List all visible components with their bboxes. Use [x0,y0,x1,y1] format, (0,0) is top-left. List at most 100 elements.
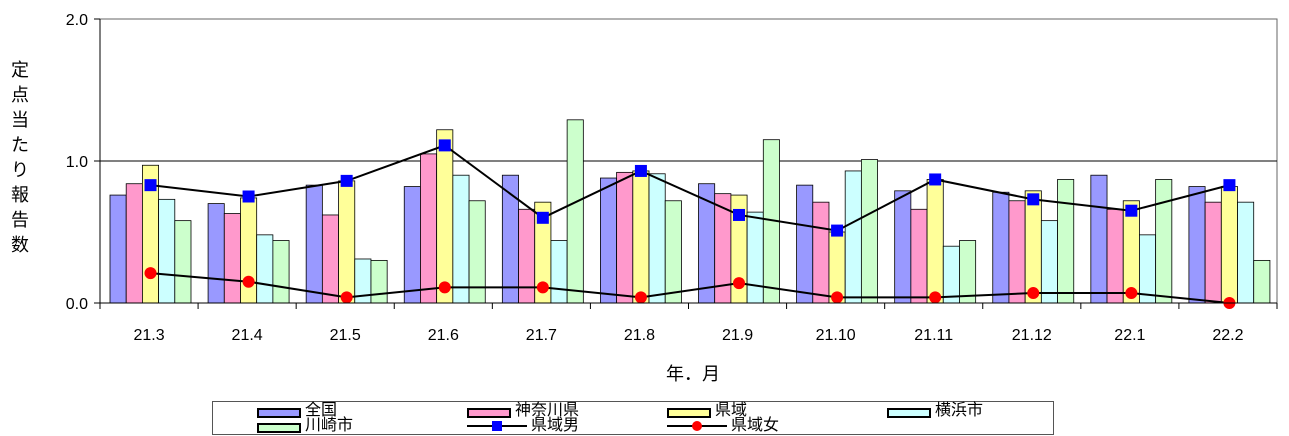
line-point [537,212,549,224]
bar [273,241,289,303]
bar [747,212,763,303]
legend-swatch-kanagawa [467,408,511,418]
bar [224,214,240,303]
line-point [929,173,941,185]
bar [993,192,1009,303]
line-point [1125,205,1137,217]
x-tick-label: 21.6 [428,327,459,344]
legend-label-kawasaki: 川崎市 [305,418,353,434]
bar [322,215,338,303]
bar [257,235,273,303]
bar [1025,191,1041,303]
line-point [733,277,745,289]
x-tick-label: 22.2 [1212,327,1243,344]
line-point [243,191,255,203]
bar [208,204,224,303]
legend-swatch-kenki-female [667,418,727,434]
line-point [929,291,941,303]
legend-item-kenki-female: 県域女 [667,418,779,434]
bar [911,209,927,303]
x-tick-label: 21.12 [1012,327,1052,344]
square-marker-icon [492,421,502,431]
line-point [1125,287,1137,299]
bar [519,209,535,303]
legend-swatch-kenki [667,408,711,418]
bar [813,202,829,303]
bar [699,184,715,303]
line-point [341,291,353,303]
bar [633,171,649,303]
bar [551,241,567,303]
bar [175,221,191,303]
bar [339,181,355,303]
bar [959,241,975,303]
bar [1009,201,1025,303]
bar [1156,179,1172,303]
x-axis-label: 年．月 [666,360,720,386]
bar [453,175,469,303]
bar [600,178,616,303]
legend-swatch-kenki-male [467,418,527,434]
line-point [831,291,843,303]
x-tick-label: 21.9 [722,327,753,344]
bar [1041,221,1057,303]
bar [110,195,126,303]
bar [159,199,175,303]
line-point [145,179,157,191]
legend: 全国 神奈川県 県域 横浜市 川崎市 県域男 県域女 [212,401,1054,435]
line-point [341,175,353,187]
x-tick-label: 22.1 [1114,327,1145,344]
bar [797,185,813,303]
legend-swatch-zenkoku [257,408,301,418]
bar [895,191,911,303]
legend-label-yokohama: 横浜市 [935,403,983,419]
y-tick-label: 0.0 [66,296,88,313]
bar [567,120,583,303]
bars-layer [110,120,1270,303]
bar [1058,179,1074,303]
x-tick-label: 21.7 [526,327,557,344]
bar [306,185,322,303]
circle-marker-icon [692,421,702,431]
y-tick-label: 1.0 [66,154,88,171]
bar [437,130,453,303]
bar [845,171,861,303]
legend-item-kenki-male: 県域男 [467,418,579,434]
line-point [733,209,745,221]
legend-label-kenki-female: 県域女 [731,418,779,434]
x-tick-label: 21.3 [133,327,164,344]
bar [1205,202,1221,303]
line-point [145,267,157,279]
x-tick-label: 21.5 [330,327,361,344]
y-tick-label: 2.0 [66,12,88,29]
legend-item-kawasaki: 川崎市 [257,418,353,434]
x-tick-label: 21.10 [816,327,856,344]
bar [1139,235,1155,303]
line-point [537,281,549,293]
bar [126,184,142,303]
line-point [243,276,255,288]
line-point [635,291,647,303]
line-point [439,281,451,293]
bar [1091,175,1107,303]
line-point [1223,179,1235,191]
x-tick-label: 21.4 [232,327,263,344]
legend-swatch-kawasaki [257,423,301,433]
bar [665,201,681,303]
line-point [439,139,451,151]
bar [943,246,959,303]
bar [371,260,387,303]
line-point [831,225,843,237]
x-tick-label: 21.11 [914,327,953,344]
bar [649,174,665,303]
bar [420,154,436,303]
bar [1189,187,1205,303]
legend-item-yokohama: 横浜市 [887,403,983,419]
bar [1107,209,1123,303]
line-point [635,165,647,177]
line-point [1027,193,1039,205]
bar [1254,260,1270,303]
legend-label-kenki-male: 県域男 [531,418,579,434]
y-axis-label: 定点当たり報告数 [8,58,32,258]
